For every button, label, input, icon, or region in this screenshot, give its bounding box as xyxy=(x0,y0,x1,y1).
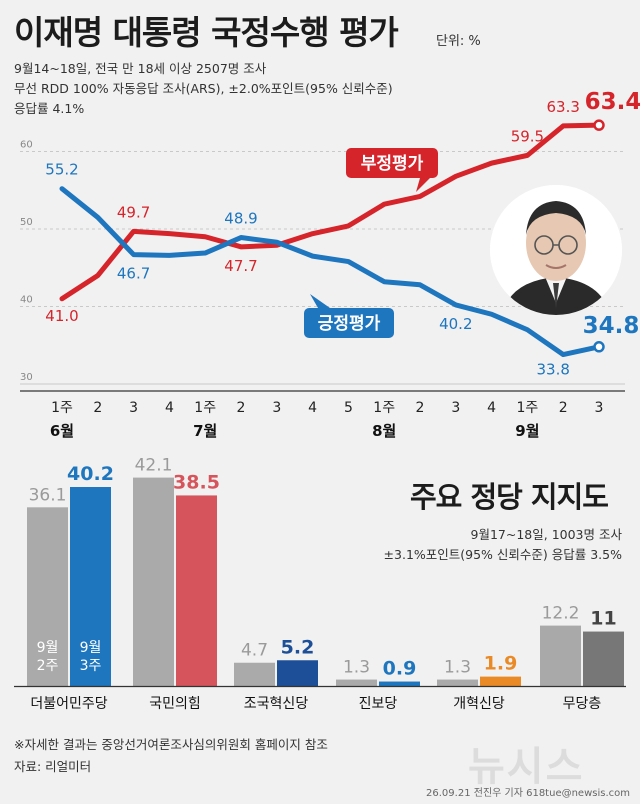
y-tick-label: 40 xyxy=(20,295,33,306)
y-tick-label: 50 xyxy=(20,217,33,228)
legend-prev-line2: 2주 xyxy=(37,658,59,674)
bar-value-curr: 5.2 xyxy=(281,636,315,658)
bar-category-label: 개혁신당 xyxy=(453,696,505,712)
x-week-label: 2 xyxy=(237,400,246,416)
bar-prev xyxy=(133,477,174,686)
x-week-label: 1주 xyxy=(194,400,216,416)
bar-category-label: 국민의힘 xyxy=(149,696,201,712)
bar-prev xyxy=(540,625,581,686)
x-week-label: 3 xyxy=(595,400,604,416)
unit-label: 단위: % xyxy=(436,34,481,49)
portrait-photo xyxy=(490,185,622,315)
bar-curr xyxy=(480,676,521,686)
data-label: 59.5 xyxy=(511,127,544,145)
legend-curr-line1: 9월 xyxy=(80,640,102,656)
negative-legend-label: 부정평가 xyxy=(361,154,424,174)
bar-curr xyxy=(277,660,318,686)
positive-legend-badge xyxy=(304,308,394,338)
x-week-label: 4 xyxy=(487,400,496,416)
bar-prev xyxy=(437,679,478,686)
bar-value-prev: 1.3 xyxy=(343,658,370,678)
x-week-label: 4 xyxy=(165,400,174,416)
bar-survey-meta-2: ±3.1%포인트(95% 신뢰수준) 응답률 3.5% xyxy=(383,547,622,562)
x-week-label: 3 xyxy=(129,400,138,416)
x-week-label: 5 xyxy=(344,400,353,416)
data-label: 40.2 xyxy=(439,315,472,333)
watermark-logo: 뉴시스 xyxy=(468,744,585,790)
bar-curr xyxy=(379,681,420,686)
x-month-label: 8월 xyxy=(372,422,396,440)
series-end-point xyxy=(593,341,605,353)
y-tick-label: 30 xyxy=(20,372,33,383)
bar-value-curr: 0.9 xyxy=(383,658,417,680)
bar-prev xyxy=(336,679,377,686)
series-line-positive xyxy=(59,186,602,358)
data-label: 63.3 xyxy=(546,98,579,116)
source-label: 자료: 리얼미터 xyxy=(14,759,92,774)
bar-survey-meta-1: 9월17~18일, 1003명 조사 xyxy=(470,527,622,542)
x-week-label: 2 xyxy=(416,400,425,416)
bar-value-curr: 38.5 xyxy=(173,471,220,493)
bar-category-label: 조국혁신당 xyxy=(244,696,309,712)
x-week-label: 2 xyxy=(93,400,102,416)
bar-value-curr: 40.2 xyxy=(67,463,114,485)
data-label: 48.9 xyxy=(224,210,257,228)
x-month-label: 6월 xyxy=(50,422,74,440)
bar-curr xyxy=(176,495,217,686)
x-week-label: 3 xyxy=(272,400,281,416)
credit-label: 26.09.21 전진우 기자 618tue@newsis.com xyxy=(426,788,630,799)
x-week-label: 4 xyxy=(308,400,317,416)
x-month-label: 7월 xyxy=(193,422,217,440)
bar-category-label: 무당층 xyxy=(563,696,602,712)
x-week-label: 3 xyxy=(451,400,460,416)
x-week-label: 2 xyxy=(559,400,568,416)
bar-value-prev: 12.2 xyxy=(542,604,580,624)
bar-prev xyxy=(27,507,68,686)
positive-legend-pointer xyxy=(310,294,330,308)
data-label: 41.0 xyxy=(45,307,78,325)
survey-meta-1: 9월14~18일, 전국 만 18세 이상 2507명 조사 xyxy=(14,61,267,76)
negative-legend-pointer xyxy=(416,178,430,192)
data-label: 47.7 xyxy=(224,257,257,275)
bar-category-label: 더불어민주당 xyxy=(30,696,107,712)
y-tick-label: 60 xyxy=(20,140,33,151)
x-week-label: 1주 xyxy=(373,400,395,416)
bar-value-curr: 11 xyxy=(590,608,616,630)
bar-chart-title: 주요 정당 지지도 xyxy=(410,480,609,514)
bar-curr xyxy=(70,487,111,686)
bar-category-label: 진보당 xyxy=(359,696,398,712)
positive-legend-label: 긍정평가 xyxy=(318,314,381,334)
data-label: 49.7 xyxy=(117,203,150,221)
footnote: ※자세한 결과는 중앙선거여론조사심의위원회 홈페이지 참조 xyxy=(14,737,328,752)
x-month-label: 9월 xyxy=(515,422,539,440)
bar-value-prev: 36.1 xyxy=(29,485,67,505)
legend-prev-line1: 9월 xyxy=(37,640,59,656)
bar-value-prev: 42.1 xyxy=(135,456,173,476)
survey-meta-2: 무선 RDD 100% 자동응답 조사(ARS), ±2.0%포인트(95% 신… xyxy=(14,81,393,96)
negative-legend-badge xyxy=(346,148,438,178)
data-label: 34.8 xyxy=(583,313,640,339)
data-label: 63.4 xyxy=(585,89,640,115)
bar-prev xyxy=(234,662,275,686)
data-label: 33.8 xyxy=(536,361,569,379)
bar-value-curr: 1.9 xyxy=(484,653,518,675)
x-week-label: 1주 xyxy=(517,400,539,416)
x-week-label: 1주 xyxy=(51,400,73,416)
series-line-negative xyxy=(59,122,602,302)
bar-value-prev: 4.7 xyxy=(241,641,268,661)
data-label: 46.7 xyxy=(117,265,150,283)
survey-meta-3: 응답률 4.1% xyxy=(14,101,85,116)
series-end-point xyxy=(593,119,605,131)
page-title: 이재명 대통령 국정수행 평가 xyxy=(14,13,399,52)
bar-curr xyxy=(583,631,624,686)
bar-value-prev: 1.3 xyxy=(444,658,471,678)
data-label: 55.2 xyxy=(45,161,78,179)
legend-curr-line2: 3주 xyxy=(80,658,102,674)
